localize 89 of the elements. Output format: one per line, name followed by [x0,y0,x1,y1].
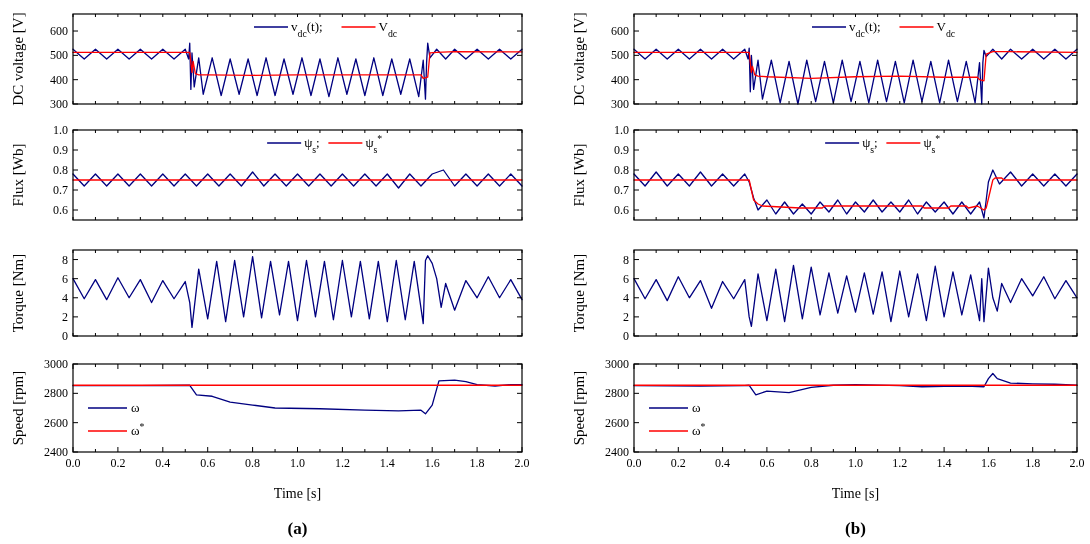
y-axis-title: Speed [rpm] [10,370,26,446]
x-axis-title: Time [s] [831,486,880,501]
y-tick-label: 600 [50,24,68,39]
legend-label: ω [131,400,140,415]
x-tick-label: 1.4 [379,456,395,470]
x-tick-label: 0.8 [803,456,819,470]
y-tick-label: 6 [623,271,629,286]
y-axis-title: Torque [Nm] [571,253,587,333]
y-tick-label: 3000 [605,357,629,371]
y-axis-title: Torque [Nm] [10,253,26,333]
x-tick-label: 0.0 [626,456,642,470]
legend-label: v$_{dc}$(t); [291,19,323,39]
y-axis-title: DC voltage [V] [571,12,587,106]
line-series [633,47,1078,105]
y-tick-label: 0.8 [614,163,629,177]
legend-label: ω [692,400,701,415]
y-tick-label: 2800 [44,386,68,401]
line-series [72,169,523,189]
y-tick-label: 2400 [605,445,629,459]
y-tick-label: 8 [62,252,68,267]
x-tick-label: 0.2 [110,456,126,470]
y-tick-label: 400 [611,72,629,87]
y-tick-label: 600 [611,24,629,39]
text: (a) [287,519,308,538]
y-tick-label: 2 [62,309,68,324]
x-tick-label: 1.8 [469,456,485,470]
y-tick-label: 0.7 [53,183,68,197]
y-axis-title: DC voltage [V] [10,12,26,106]
y-tick-label: 1.0 [614,123,629,137]
y-tick-label: 0.8 [53,163,68,177]
y-tick-label: 0.9 [614,143,629,157]
y-tick-label: 0.6 [614,203,629,217]
x-tick-label: 0.2 [670,456,686,470]
y-tick-label: 4 [623,290,629,305]
x-tick-label: 1.0 [290,456,305,470]
y-axis-title: Speed [rpm] [571,370,587,446]
line-series [72,255,523,329]
y-tick-label: 2 [623,309,629,324]
legend-label: ω$^{*}$ [692,420,706,438]
x-tick-label: 1.2 [892,456,908,470]
line-series [633,169,1078,219]
line-series [72,51,523,80]
y-tick-label: 6 [62,271,68,286]
x-tick-label: 1.8 [1025,456,1041,470]
legend-label: ψ$_{s}$; [304,135,320,155]
y-tick-label: 0 [623,329,629,343]
y-tick-label: 0 [62,329,68,343]
x-tick-label: 1.0 [848,456,863,470]
x-tick-label: 1.4 [936,456,952,470]
y-tick-label: 300 [50,97,68,111]
x-tick-label: 0.4 [715,456,731,470]
x-tick-label: 0.8 [245,456,261,470]
y-tick-label: 2600 [44,415,68,430]
x-tick-label: 1.2 [334,456,350,470]
x-tick-label: 0.6 [200,456,216,470]
x-tick-label: 0.4 [155,456,171,470]
x-tick-label: 1.6 [980,456,996,470]
y-tick-label: 400 [50,72,68,87]
y-tick-label: 0.7 [614,183,629,197]
y-tick-label: 2600 [605,415,629,430]
x-axis-title: Time [s] [273,486,322,501]
y-tick-label: 300 [611,97,629,111]
y-tick-label: 500 [611,48,629,63]
line-series [633,177,1078,211]
line-series [72,42,523,100]
y-tick-label: 500 [50,48,68,63]
legend-label: ω$^{*}$ [131,420,145,438]
x-tick-label: 0.0 [65,456,81,470]
y-tick-label: 0.9 [53,143,68,157]
y-tick-label: 4 [62,290,68,305]
y-tick-label: 0.6 [53,203,68,217]
x-tick-label: 0.6 [759,456,775,470]
y-tick-label: 3000 [44,357,68,371]
line-series [633,51,1078,82]
legend-label: ψ$_{s}$; [862,135,878,155]
y-tick-label: 8 [623,252,629,267]
legend-label: V$_{dc}$ [936,19,956,39]
legend-label: V$_{dc}$ [378,19,398,39]
y-axis-title: Flux [Wb] [10,143,26,207]
legend-label: v$_{dc}$(t); [849,19,881,39]
x-tick-label: 2.0 [514,456,530,470]
y-tick-label: 1.0 [53,123,68,137]
y-tick-label: 2400 [44,445,68,459]
x-tick-label: 2.0 [1069,456,1085,470]
y-tick-label: 2800 [605,386,629,401]
x-tick-label: 1.6 [424,456,440,470]
y-axis-title: Flux [Wb] [571,143,587,207]
text: (b) [845,519,866,538]
line-series [633,264,1078,328]
